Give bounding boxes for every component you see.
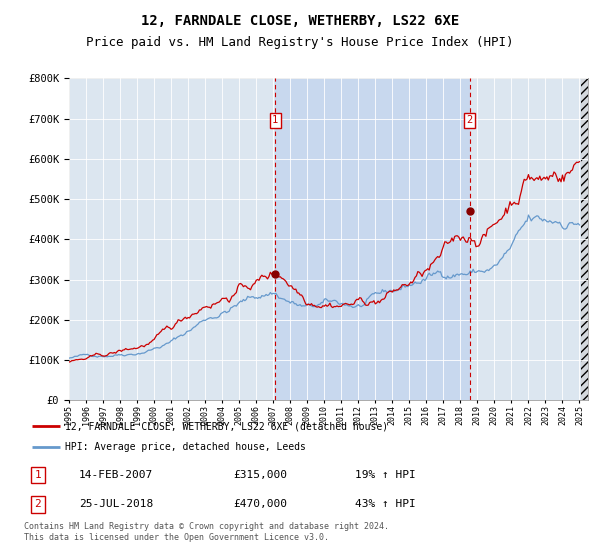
Text: 43% ↑ HPI: 43% ↑ HPI [355, 500, 416, 510]
Text: 14-FEB-2007: 14-FEB-2007 [79, 470, 154, 480]
Text: £470,000: £470,000 [234, 500, 288, 510]
Text: HPI: Average price, detached house, Leeds: HPI: Average price, detached house, Leed… [65, 442, 306, 452]
Text: 12, FARNDALE CLOSE, WETHERBY, LS22 6XE (detached house): 12, FARNDALE CLOSE, WETHERBY, LS22 6XE (… [65, 421, 389, 431]
Text: 25-JUL-2018: 25-JUL-2018 [79, 500, 154, 510]
Text: 12, FARNDALE CLOSE, WETHERBY, LS22 6XE: 12, FARNDALE CLOSE, WETHERBY, LS22 6XE [141, 14, 459, 28]
Text: 1: 1 [272, 115, 278, 125]
Bar [275, 78, 470, 400]
Text: Contains HM Land Registry data © Crown copyright and database right 2024.: Contains HM Land Registry data © Crown c… [24, 522, 389, 531]
Bar [581, 78, 588, 400]
Text: £315,000: £315,000 [234, 470, 288, 480]
Text: 2: 2 [34, 500, 41, 510]
Text: This data is licensed under the Open Government Licence v3.0.: This data is licensed under the Open Gov… [24, 533, 329, 542]
Text: Price paid vs. HM Land Registry's House Price Index (HPI): Price paid vs. HM Land Registry's House … [86, 36, 514, 49]
Text: 2: 2 [467, 115, 473, 125]
Text: 19% ↑ HPI: 19% ↑ HPI [355, 470, 416, 480]
Text: 1: 1 [34, 470, 41, 480]
